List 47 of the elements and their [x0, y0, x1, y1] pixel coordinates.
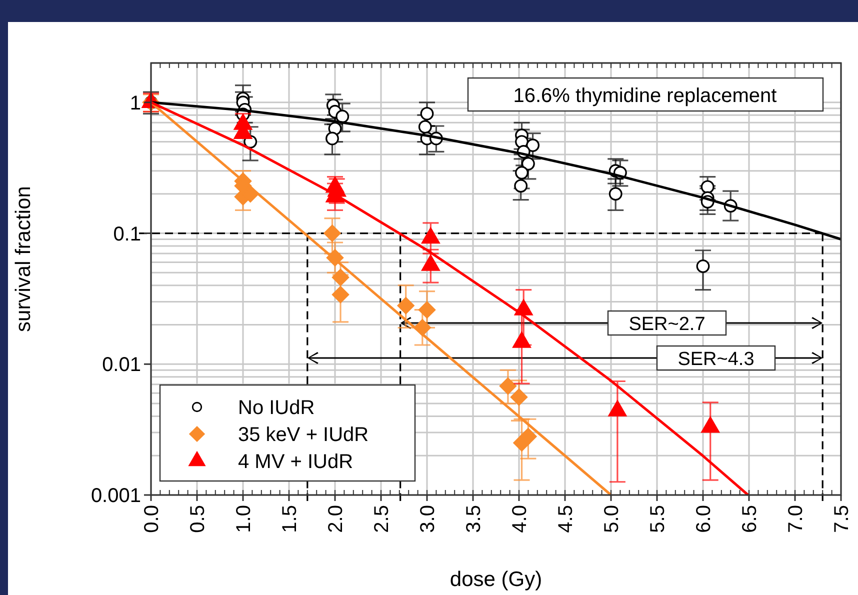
point	[514, 179, 528, 193]
point	[326, 132, 339, 146]
y-tick-label: 1	[130, 92, 141, 114]
y-tick-label: 0.01	[102, 354, 141, 376]
y-axis-title: survival fraction	[12, 186, 35, 332]
x-tick-label: 6.5	[739, 505, 761, 533]
legend-label: 35 keV + IUdR	[238, 424, 369, 446]
x-tick-label: 0.0	[141, 505, 163, 533]
x-tick-label: 1.5	[279, 505, 301, 533]
point	[324, 224, 341, 242]
x-tick-label: 5.5	[647, 505, 669, 533]
point	[499, 378, 517, 395]
legend-label: 4 MV + IUdR	[238, 451, 354, 473]
point	[418, 301, 436, 318]
x-tick-label: 0.5	[187, 505, 209, 533]
point	[608, 187, 622, 201]
x-tick-label: 7.0	[785, 505, 807, 533]
x-tick-label: 2.5	[371, 505, 393, 533]
x-tick-label: 4.5	[555, 505, 577, 533]
point	[520, 428, 537, 446]
point	[336, 110, 350, 124]
point	[526, 138, 540, 152]
annotation: 16.6% thymidine replacement	[513, 85, 778, 107]
x-tick-label: 3.0	[417, 505, 439, 533]
point	[510, 388, 528, 406]
point	[332, 268, 350, 286]
point	[515, 166, 528, 180]
x-tick-label: 1.0	[233, 505, 255, 533]
legend-label: No IUdR	[238, 397, 315, 419]
x-tick-label: 7.5	[831, 505, 853, 533]
y-tick-label: 0.001	[90, 485, 141, 507]
point	[397, 297, 414, 314]
point	[521, 157, 535, 170]
point	[418, 120, 432, 134]
x-tick-label: 3.5	[463, 505, 485, 533]
annotation: SER~2.7	[628, 314, 706, 335]
y-tick-label: 0.1	[113, 223, 141, 246]
point	[332, 286, 350, 304]
point	[420, 106, 434, 120]
x-tick-label: 6.0	[693, 505, 715, 533]
point	[696, 260, 710, 273]
x-tick-label: 5.0	[601, 505, 623, 533]
point	[700, 180, 714, 194]
annotation: SER~4.3	[678, 349, 754, 370]
x-axis-title: dose (Gy)	[450, 568, 542, 591]
x-tick-label: 4.0	[509, 505, 531, 533]
x-tick-label: 2.0	[325, 505, 347, 533]
